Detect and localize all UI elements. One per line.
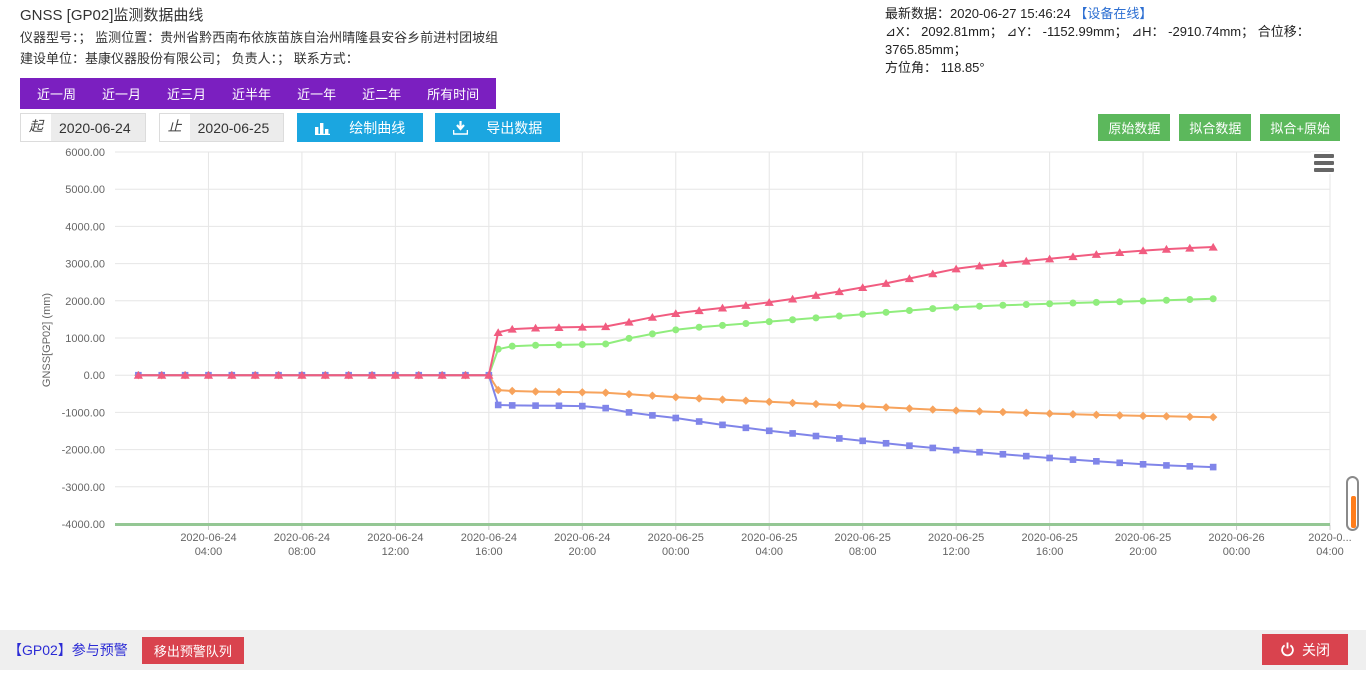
hamburger-menu-icon[interactable] [1311,152,1337,174]
chart-series[interactable] [133,242,1218,379]
svg-text:08:00: 08:00 [288,546,316,558]
svg-text:04:00: 04:00 [195,546,223,558]
range-button-week[interactable]: 近一周 [24,78,89,109]
end-date-value: 2020-06-25 [197,119,270,136]
svg-text:2020-06-24: 2020-06-24 [461,532,517,544]
page-title: GNSS [GP02]监测数据曲线 [20,7,204,24]
svg-text:00:00: 00:00 [1223,546,1251,558]
svg-text:4000.00: 4000.00 [65,221,105,233]
svg-text:3000.00: 3000.00 [65,259,105,271]
chart-grid [115,151,1331,524]
svg-text:-1000.00: -1000.00 [62,407,105,419]
svg-text:04:00: 04:00 [1316,546,1344,558]
scroll-thumb [1351,496,1356,528]
range-button-2years[interactable]: 近二年 [349,78,414,109]
svg-text:1000.00: 1000.00 [65,333,105,345]
latest-data-datetime: 2020-06-27 15:46:24 [950,6,1071,21]
device-online-link[interactable]: 【设备在线】 [1074,6,1153,21]
range-button-halfyear[interactable]: 近半年 [219,78,284,109]
svg-text:5000.00: 5000.00 [65,184,105,196]
header-left: GNSS [GP02]监测数据曲线 仪器型号：； 监测位置：贵州省黔西南布依族苗… [20,6,498,68]
svg-text:20:00: 20:00 [569,546,597,558]
svg-text:2000.00: 2000.00 [65,296,105,308]
svg-text:0.00: 0.00 [84,370,105,382]
range-button-bar: 近一周 近一月 近三月 近半年 近一年 近二年 所有时间 [20,78,497,109]
latest-data-label: 最新数据： [885,6,951,21]
warning-status-text: 【GP02】参与预警 [8,642,128,658]
start-date-prefix: 起 [21,114,51,141]
svg-text:16:00: 16:00 [1036,546,1064,558]
svg-text:2020-06-25: 2020-06-25 [741,532,797,544]
remove-warning-button[interactable]: 移出预警队列 [141,636,244,664]
latest-data-line: 最新数据：2020-06-27 15:46:24 【设备在线】 [885,5,1366,23]
range-button-alltime[interactable]: 所有时间 [414,78,492,109]
svg-text:08:00: 08:00 [849,546,877,558]
data-mode-buttons: 原始数据 拟合数据 拟合+原始 [1098,114,1340,141]
latest-data-panel: 最新数据：2020-06-27 15:46:24 【设备在线】 ⊿X： 2092… [885,5,1366,77]
end-date-input[interactable]: 止 2020-06-25 [158,113,285,142]
svg-text:16:00: 16:00 [475,546,503,558]
svg-text:2020-0...: 2020-0... [1308,532,1351,544]
raw-data-button[interactable]: 原始数据 [1098,114,1171,141]
svg-text:2020-06-24: 2020-06-24 [274,532,330,544]
svg-text:2020-06-25: 2020-06-25 [1115,532,1171,544]
latest-azimuth: 方位角： 118.85° [885,60,985,75]
end-date-prefix: 止 [159,114,190,141]
svg-text:2020-06-25: 2020-06-25 [928,532,984,544]
power-icon [1281,642,1294,657]
svg-text:-4000.00: -4000.00 [62,519,105,531]
close-button[interactable]: 关闭 [1262,634,1348,665]
scroll-indicator[interactable] [1346,476,1359,531]
fit-plus-raw-button[interactable]: 拟合+原始 [1260,114,1340,141]
svg-text:6000.00: 6000.00 [65,147,105,159]
range-button-1year[interactable]: 近一年 [284,78,349,109]
svg-text:2020-06-26: 2020-06-26 [1208,532,1264,544]
svg-text:12:00: 12:00 [942,546,970,558]
svg-text:00:00: 00:00 [662,546,690,558]
range-button-3months[interactable]: 近三月 [154,78,219,109]
svg-text:-2000.00: -2000.00 [62,445,105,457]
svg-text:2020-06-25: 2020-06-25 [835,532,891,544]
svg-text:2020-06-24: 2020-06-24 [554,532,610,544]
plot-curve-button[interactable]: 绘制曲线 [297,113,424,142]
device-info-line-1: 仪器型号：； 监测位置：贵州省黔西南布依族苗族自治州晴隆县安谷乡前进村团坡组 [20,30,499,45]
start-date-input[interactable]: 起 2020-06-24 [20,113,146,142]
svg-text:20:00: 20:00 [1129,546,1157,558]
fitted-data-button[interactable]: 拟合数据 [1179,114,1252,141]
export-data-button[interactable]: 导出数据 [435,113,561,142]
chart-container: 2020-06-24 04:00 2020-06-24 08:00 2020-06-24… [0,145,1366,620]
chart-axes: 2020-06-24 04:00 2020-06-24 08:00 2020-06-24… [41,147,1352,558]
svg-text:2020-06-25: 2020-06-25 [648,532,704,544]
svg-text:04:00: 04:00 [755,546,783,558]
date-control-row: 起 2020-06-24 止 2020-06-25 绘制曲线 导出数据 [20,113,572,142]
chart-svg[interactable]: 2020-06-24 04:00 2020-06-24 08:00 2020-06-24… [0,145,1366,620]
start-date-value: 2020-06-24 [59,119,131,136]
svg-text:-3000.00: -3000.00 [62,482,105,494]
range-button-1month[interactable]: 近一月 [89,78,154,109]
bar-chart-icon [315,122,331,135]
svg-text:GNSS[GP02] (mm): GNSS[GP02] (mm) [41,293,53,387]
latest-deltas: ⊿X： 2092.81mm； ⊿Y： -1152.99mm； ⊿H： -2910… [885,24,1310,57]
svg-text:12:00: 12:00 [382,546,410,558]
footer-bar: 【GP02】参与预警 移出预警队列 关闭 [0,630,1366,670]
svg-text:2020-06-24: 2020-06-24 [367,532,423,544]
download-icon [453,120,469,135]
device-info-line-2: 建设单位：基康仪器股份有限公司； 负责人：； 联系方式： [20,51,359,66]
svg-text:2020-06-24: 2020-06-24 [180,532,236,544]
svg-text:2020-06-25: 2020-06-25 [1021,532,1077,544]
